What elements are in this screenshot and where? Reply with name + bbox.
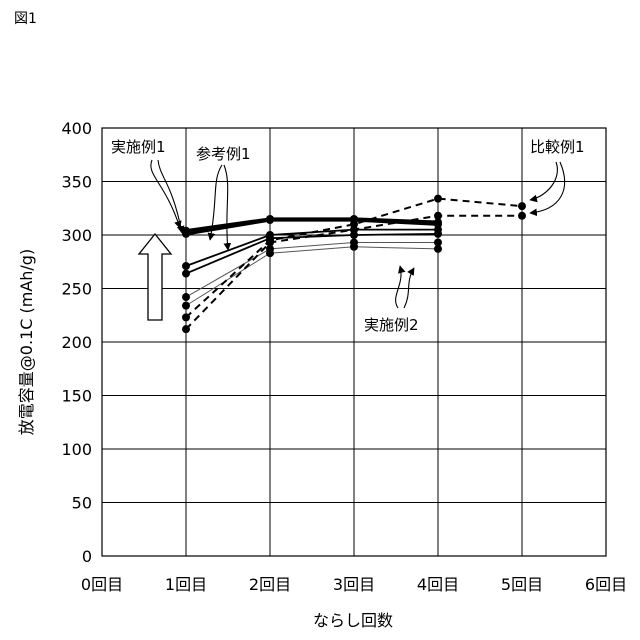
y-tick-label: 400 <box>61 119 92 138</box>
series-6-point <box>518 202 526 210</box>
x-tick-label: 6回目 <box>585 575 627 594</box>
y-tick-label: 350 <box>61 173 92 192</box>
annotation-label-comparative1: 比較例1 <box>530 138 585 156</box>
x-axis-label: ならし回数 <box>313 611 393 630</box>
annotation-leader-reference1-b <box>224 165 228 250</box>
series-1-point <box>266 216 274 224</box>
grid <box>102 128 606 556</box>
y-tick-label: 100 <box>61 440 92 459</box>
series-5-point <box>266 249 274 257</box>
ticks-layer: 0 50 100 150 200 250 300 350 400 0回目 1回目 2回目 3回目 4回目 5… <box>61 119 627 594</box>
x-tick-label: 1回目 <box>165 575 207 594</box>
series-5-point <box>350 243 358 251</box>
x-tick-label: 3回目 <box>333 575 375 594</box>
improvement-arrow-icon <box>139 234 171 320</box>
annotation-leader-example1-a <box>151 160 180 228</box>
series-6-point <box>434 195 442 203</box>
series-6-point <box>182 313 190 321</box>
series-7-point <box>518 212 526 220</box>
y-tick-label: 200 <box>61 333 92 352</box>
y-tick-label: 250 <box>61 280 92 299</box>
series-1-point <box>182 230 190 238</box>
series-7-point <box>266 238 274 246</box>
annotation-leader-comparative1-b <box>530 162 565 213</box>
series-2-point <box>182 262 190 270</box>
y-axis-label: 放電容量@0.1C (mAh/g) <box>17 249 36 435</box>
x-tick-label: 2回目 <box>249 575 291 594</box>
series-3-point <box>434 230 442 238</box>
x-tick-label: 0回目 <box>81 575 123 594</box>
annotation-leader-example2-a <box>396 266 401 308</box>
series-7-point <box>434 212 442 220</box>
y-tick-label: 150 <box>61 387 92 406</box>
annotation-label-example1: 実施例1 <box>111 138 166 156</box>
y-tick-label: 300 <box>61 226 92 245</box>
series-4-point <box>182 293 190 301</box>
series-5-point <box>434 245 442 253</box>
x-tick-label: 4回目 <box>417 575 459 594</box>
series-3-point <box>182 270 190 278</box>
series-7-point <box>182 325 190 333</box>
annotation-label-reference1: 参考例1 <box>196 145 251 163</box>
series-7-point <box>350 226 358 234</box>
x-tick-label: 5回目 <box>501 575 543 594</box>
y-tick-label: 0 <box>82 547 92 566</box>
y-tick-label: 50 <box>72 494 92 513</box>
series-line-5 <box>186 247 438 306</box>
annotation-label-example2: 実施例2 <box>364 316 419 334</box>
series-5-point <box>182 302 190 310</box>
